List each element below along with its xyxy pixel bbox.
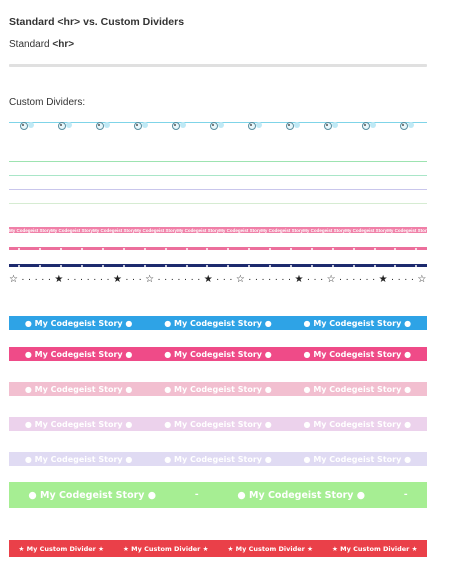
divider-text: ★ My Custom Divider ★ bbox=[332, 544, 418, 553]
bubble-icon bbox=[208, 119, 228, 131]
pink-dotted-divider bbox=[9, 247, 427, 250]
divider-text: My Codegeist Story bbox=[51, 227, 94, 233]
star-outline-icon: ☆ bbox=[145, 274, 155, 285]
bubble-icon bbox=[18, 119, 38, 131]
divider-text: ★ My Custom Divider ★ bbox=[227, 544, 313, 553]
divider-text: ● My Codegeist Story ● bbox=[237, 489, 366, 501]
navy-dotted-divider bbox=[9, 264, 427, 267]
divider-text: My Codegeist Story bbox=[345, 227, 388, 233]
pink-text-divider: My Codegeist Story My Codegeist Story My… bbox=[9, 227, 430, 233]
divider-text: ● My Codegeist Story ● bbox=[164, 349, 272, 359]
divider-text: My Codegeist Story bbox=[387, 227, 430, 233]
divider-text: My Codegeist Story bbox=[9, 227, 52, 233]
divider-text: ● My Codegeist Story ● bbox=[303, 384, 412, 394]
divider-text: ● My Codegeist Story ● bbox=[164, 318, 272, 328]
star-filled-icon: ★ bbox=[113, 274, 122, 285]
divider-separator: - bbox=[194, 490, 199, 500]
divider-text: ● My Codegeist Story ● bbox=[303, 349, 412, 359]
bubble-icon bbox=[56, 119, 76, 131]
divider-text: My Codegeist Story bbox=[93, 227, 136, 233]
bubble-icon bbox=[398, 119, 418, 131]
divider-text: ● My Codegeist Story ● bbox=[303, 318, 412, 328]
pink-dots bbox=[9, 247, 427, 250]
green-line-divider bbox=[9, 161, 427, 162]
divider-text: ★ My Custom Divider ★ bbox=[18, 544, 104, 553]
bubble-icon bbox=[170, 119, 190, 131]
divider-text: ● My Codegeist Story ● bbox=[303, 419, 412, 429]
standard-hr-divider bbox=[9, 64, 427, 67]
divider-text: ● My Codegeist Story ● bbox=[24, 384, 133, 394]
standard-hr-label: Standard <hr> bbox=[9, 39, 75, 50]
divider-text: ● My Codegeist Story ● bbox=[24, 318, 133, 328]
star-outline-icon: ☆ bbox=[235, 274, 245, 285]
bubble-icon bbox=[360, 119, 380, 131]
star-outline-icon: ☆ bbox=[417, 274, 427, 285]
divider-text: ● My Codegeist Story ● bbox=[24, 419, 133, 429]
star-outline-icon: ☆ bbox=[9, 274, 18, 285]
divider-text: My Codegeist Story bbox=[261, 227, 304, 233]
star-outline-icon: ☆ bbox=[326, 274, 336, 285]
mint-line-divider bbox=[9, 175, 427, 176]
bubble-icon bbox=[322, 119, 342, 131]
divider-text: ● My Codegeist Story ● bbox=[303, 454, 412, 464]
divider-text: ● My Codegeist Story ● bbox=[164, 419, 272, 429]
bubble-icon bbox=[94, 119, 114, 131]
divider-text: ● My Codegeist Story ● bbox=[24, 454, 133, 464]
bubble-icon bbox=[246, 119, 266, 131]
divider-text: My Codegeist Story bbox=[303, 227, 346, 233]
divider-separator: - bbox=[403, 490, 408, 500]
divider-text: ★ My Custom Divider ★ bbox=[123, 544, 209, 553]
divider-text: My Codegeist Story bbox=[219, 227, 262, 233]
light-pink-story-divider: ● My Codegeist Story ● ● My Codegeist St… bbox=[9, 382, 427, 396]
divider-text: My Codegeist Story bbox=[135, 227, 178, 233]
page-title: Standard <hr> vs. Custom Dividers bbox=[9, 16, 185, 28]
pale-green-line-divider bbox=[9, 203, 427, 204]
divider-text: ● My Codegeist Story ● bbox=[164, 384, 272, 394]
red-custom-divider: ★ My Custom Divider ★ ★ My Custom Divide… bbox=[9, 540, 427, 557]
divider-text: My Codegeist Story bbox=[177, 227, 220, 233]
lavender-pink-story-divider: ● My Codegeist Story ● ● My Codegeist St… bbox=[9, 417, 427, 431]
divider-text: ● My Codegeist Story ● bbox=[28, 489, 157, 501]
lavender-line-divider bbox=[9, 189, 427, 190]
divider-text: ● My Codegeist Story ● bbox=[164, 454, 272, 464]
star-filled-icon: ★ bbox=[203, 274, 213, 285]
bubble-icon bbox=[284, 119, 304, 131]
blue-story-divider: ● My Codegeist Story ● ● My Codegeist St… bbox=[9, 316, 427, 330]
star-divider: ☆ · · · · · ★ · · · · · · · ★ · · · ☆ · · · · · · · ★ · · · … bbox=[9, 274, 427, 285]
bubble-divider bbox=[9, 119, 427, 131]
bubble-icon bbox=[132, 119, 152, 131]
navy-dots bbox=[9, 264, 427, 267]
star-filled-icon: ★ bbox=[54, 274, 64, 285]
star-filled-icon: ★ bbox=[378, 274, 388, 285]
custom-dividers-label: Custom Dividers: bbox=[9, 97, 86, 108]
divider-text: ● My Codegeist Story ● bbox=[24, 349, 133, 359]
star-filled-icon: ★ bbox=[294, 274, 304, 285]
magenta-story-divider: ● My Codegeist Story ● ● My Codegeist St… bbox=[9, 347, 427, 361]
lavender-story-divider: ● My Codegeist Story ● ● My Codegeist St… bbox=[9, 452, 427, 466]
green-story-divider: ● My Codegeist Story ● - ● My Codegeist … bbox=[9, 482, 427, 508]
